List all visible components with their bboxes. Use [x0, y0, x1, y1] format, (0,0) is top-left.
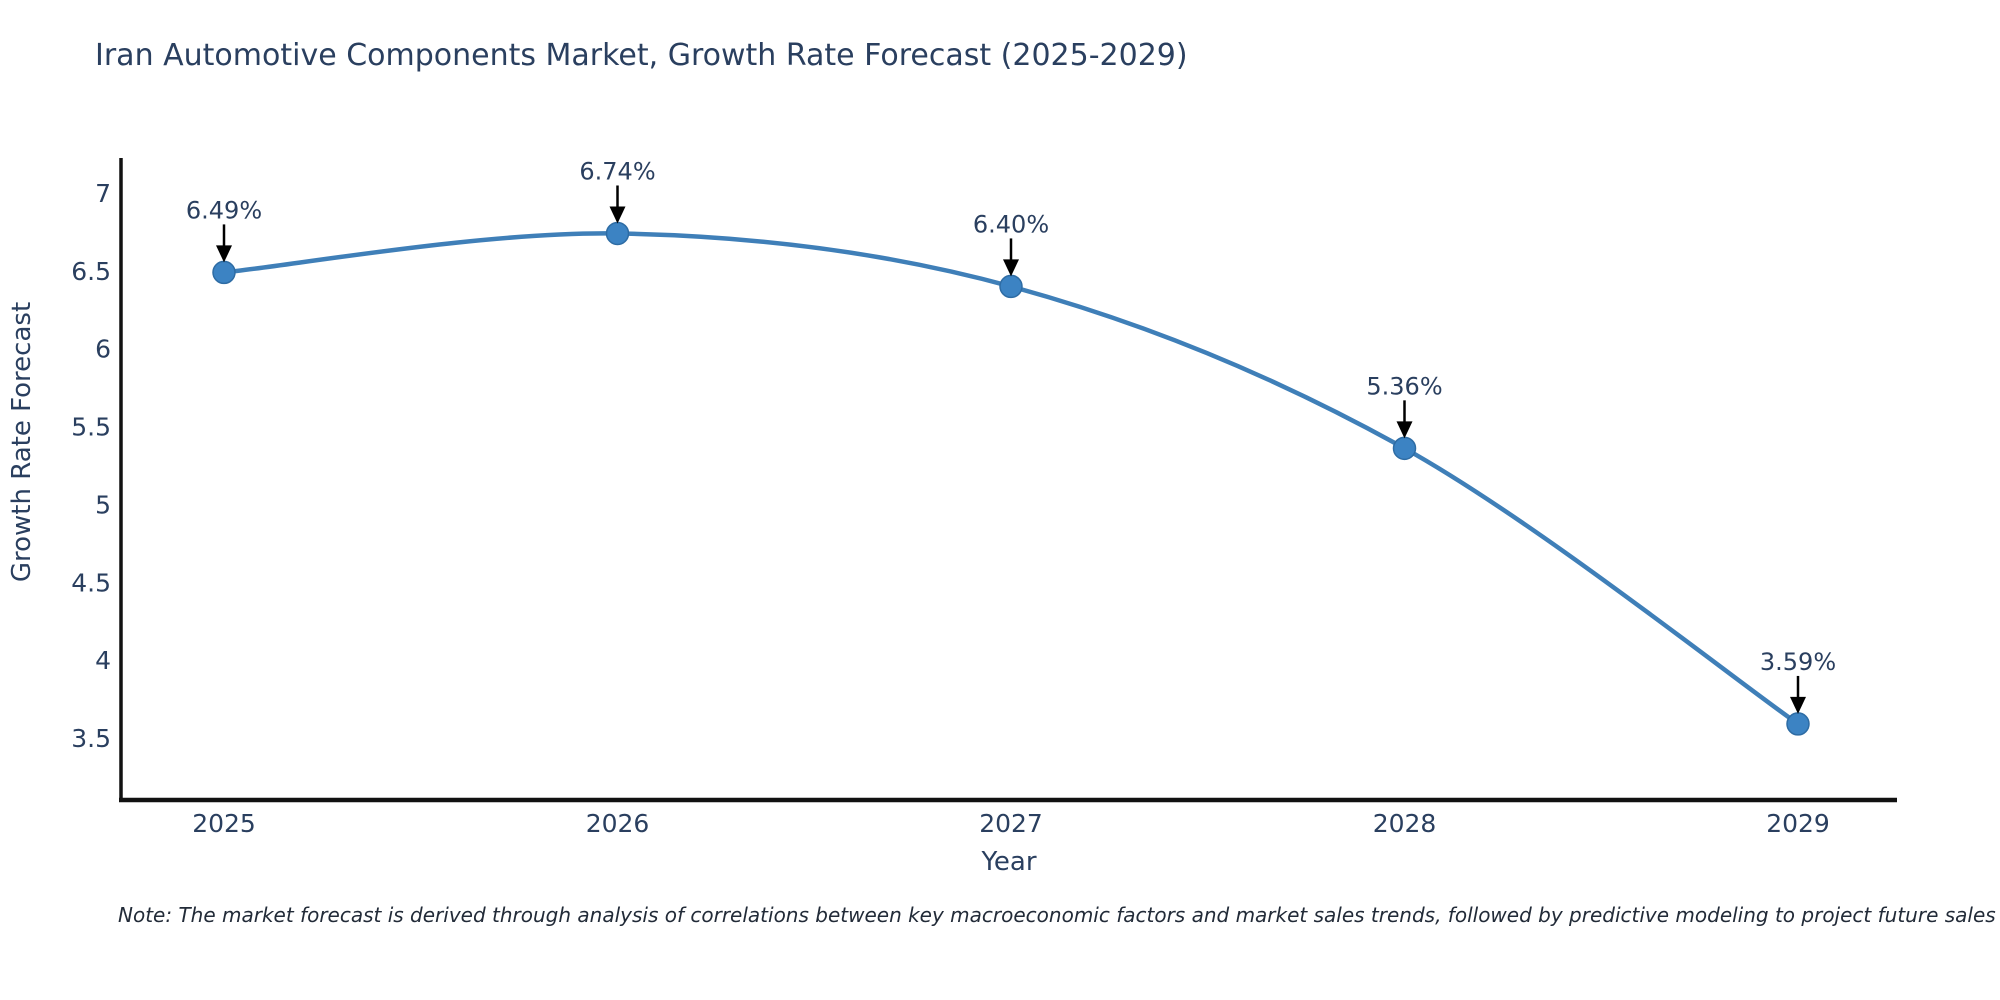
y-tick-label: 4	[95, 646, 111, 675]
y-tick-label: 3.5	[71, 724, 111, 753]
point-label: 5.36%	[1366, 372, 1442, 400]
forecast-line-series	[221, 231, 1801, 727]
y-tick-label: 5	[95, 490, 111, 519]
x-tick-label: 2028	[1373, 809, 1437, 838]
y-tick-label: 7	[95, 179, 111, 208]
y-tick-label: 4.5	[71, 568, 111, 597]
annotation-arrowhead-icon	[609, 206, 626, 224]
y-tick-label: 5.5	[71, 413, 111, 442]
chart-title: Iran Automotive Components Market, Growt…	[95, 38, 1188, 73]
annotation-arrowhead-icon	[216, 245, 232, 263]
point-label: 6.40%	[973, 210, 1049, 238]
footnote: Note: The market forecast is derived thr…	[118, 903, 1996, 927]
x-tick-label: 2026	[586, 809, 650, 838]
annotation-arrowhead-icon	[1396, 421, 1413, 439]
data-point-marker[interactable]	[212, 260, 236, 285]
annotation-arrowhead-icon	[1790, 696, 1806, 714]
x-tick-label: 2029	[1766, 809, 1830, 838]
x-axis-title: Year	[980, 847, 1036, 877]
x-tick-label: 2027	[979, 809, 1043, 838]
point-label: 3.59%	[1760, 648, 1836, 676]
data-point-marker[interactable]	[999, 274, 1023, 299]
point-label: 6.49%	[186, 196, 262, 224]
x-tick-label: 2025	[192, 809, 256, 838]
point-label: 6.74%	[579, 157, 655, 185]
data-point-marker[interactable]	[605, 221, 630, 246]
y-axis-title: Growth Rate Forecast	[7, 302, 37, 582]
data-point-marker[interactable]	[1786, 712, 1810, 736]
y-tick-label: 6	[95, 335, 111, 364]
annotation-arrowhead-icon	[1003, 259, 1019, 277]
y-tick-label: 6.5	[71, 257, 111, 286]
data-point-marker[interactable]	[1392, 436, 1417, 461]
